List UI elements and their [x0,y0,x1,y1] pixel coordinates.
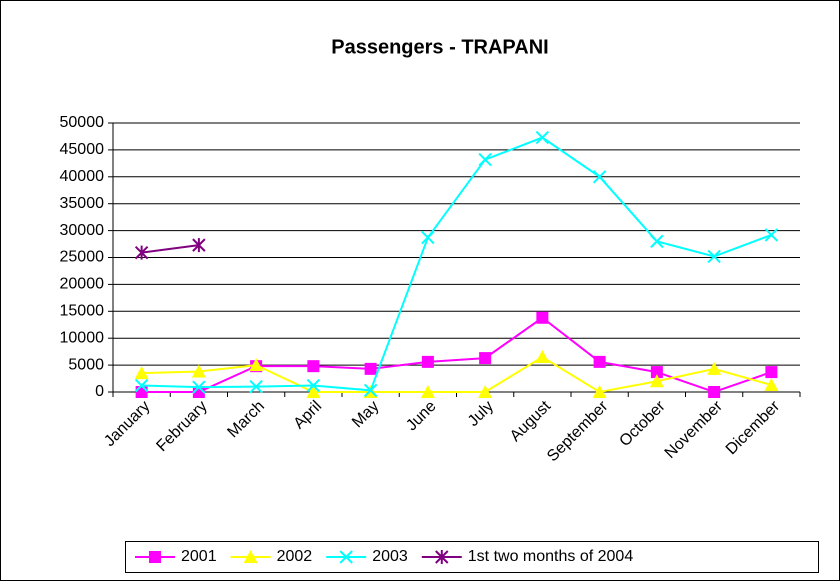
marker [650,234,664,249]
marker [649,374,664,388]
y-tick-label: 45000 [60,141,105,158]
y-tick-label: 40000 [60,168,105,185]
marker [192,380,206,394]
marker [592,170,607,184]
legend: 2001 2002 2003 1st two months of 2004 [125,541,819,573]
y-tick-label: 30000 [60,222,105,239]
marker [708,386,721,398]
marker [339,550,353,564]
y-tick-label: 10000 [60,329,105,346]
marker [764,228,779,242]
marker [535,350,550,364]
marker [249,358,264,372]
y-tick-label: 15000 [60,303,105,320]
marker [707,361,722,375]
marker [421,230,435,245]
marker [764,378,779,392]
legend-label: 2002 [277,548,313,565]
marker [478,385,493,398]
y-tick-label: 5000 [68,356,104,373]
marker [306,385,321,398]
marker [479,352,492,365]
marker [363,383,378,398]
marker [593,355,606,368]
marker [535,130,550,145]
marker [364,362,377,375]
marker [650,366,663,379]
marker [306,378,321,393]
marker [707,249,721,264]
marker [420,385,435,398]
marker [243,550,258,563]
chart-title: Passengers - TRAPANI [331,36,548,58]
marker [307,360,320,373]
series-line [141,244,200,254]
marker [135,386,148,398]
marker [435,550,449,564]
marker [191,364,206,378]
marker [149,551,161,563]
marker [249,379,263,394]
y-tick-label: 25000 [60,249,105,266]
marker [134,245,149,260]
y-tick-label: 20000 [60,276,105,293]
marker [592,385,607,398]
marker [192,238,206,253]
legend-label: 2003 [372,548,408,565]
legend-label: 1st two months of 2004 [468,548,634,565]
series-line [141,136,772,392]
marker [765,366,778,379]
marker [478,152,492,167]
marker [134,378,149,393]
series-line [141,355,772,394]
series-line [141,316,772,394]
y-tick-label: 50000 [60,114,105,131]
legend-label: 2001 [181,548,217,565]
y-tick-label: 0 [95,383,104,400]
marker [536,311,549,324]
marker [134,366,149,380]
marker [421,355,434,368]
y-tick-label: 35000 [60,195,105,212]
